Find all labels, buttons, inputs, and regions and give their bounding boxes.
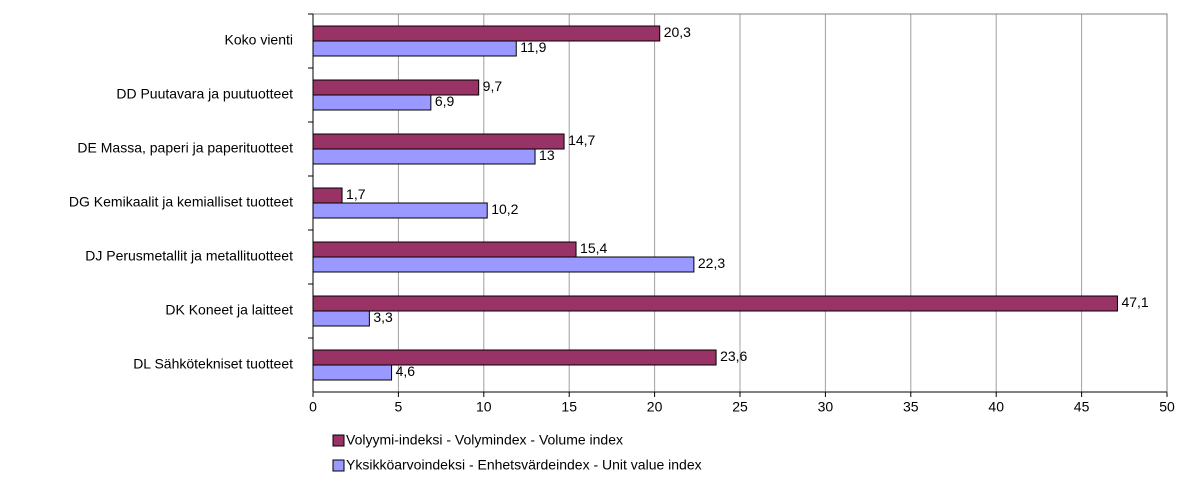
y-tick-label: DD Puutavara ja puutuotteet [116, 86, 293, 102]
data-label: 11,9 [520, 39, 546, 55]
data-label: 13 [539, 147, 555, 163]
bar [312, 241, 577, 258]
x-tick-label: 40 [988, 399, 1004, 415]
data-label: 1,7 [346, 186, 366, 202]
y-tick-label: DK Koneet ja laitteet [165, 302, 293, 318]
bar [312, 256, 695, 273]
data-label: 23,6 [720, 348, 747, 364]
x-tick-label: 0 [309, 399, 317, 415]
x-tick-label: 20 [647, 399, 663, 415]
bar [312, 25, 661, 42]
bar [312, 310, 370, 327]
x-tick-label: 30 [818, 399, 834, 415]
data-label: 14,7 [568, 132, 595, 148]
data-label: 47,1 [1121, 294, 1148, 310]
data-label: 15,4 [580, 240, 607, 256]
x-tick-label: 5 [395, 399, 403, 415]
data-label: 10,2 [491, 201, 518, 217]
legend-swatch [332, 459, 345, 472]
x-tick-label: 15 [561, 399, 577, 415]
y-tick-label: Koko vienti [225, 32, 293, 48]
x-tick-label: 10 [476, 399, 492, 415]
x-tick-label: 50 [1159, 399, 1175, 415]
legend-label: Yksikköarvoindeksi - Enhetsvärdeindex - … [346, 457, 702, 473]
legend-label: Volyymi-indeksi - Volymindex - Volume in… [346, 432, 623, 448]
x-tick-label: 25 [732, 399, 748, 415]
bar [312, 187, 343, 204]
data-label: 3,3 [373, 309, 393, 325]
data-label: 22,3 [698, 255, 725, 271]
y-tick-label: DL Sähkötekniset tuotteet [133, 356, 293, 372]
bar [312, 202, 488, 219]
data-label: 20,3 [664, 24, 691, 40]
x-tick-label: 35 [903, 399, 919, 415]
y-tick-label: DG Kemikaalit ja kemialliset tuotteet [69, 194, 293, 210]
bar [312, 364, 393, 381]
data-label: 6,9 [435, 93, 455, 109]
bar [312, 349, 717, 366]
bar [312, 133, 565, 150]
legend-swatch [332, 434, 345, 447]
data-label: 9,7 [483, 78, 503, 94]
y-tick-label: DE Massa, paperi ja paperituotteet [77, 140, 293, 156]
x-tick-label: 45 [1074, 399, 1090, 415]
data-label: 4,6 [396, 363, 416, 379]
y-tick-label: DJ Perusmetallit ja metallituotteet [85, 248, 293, 264]
bar [312, 40, 517, 57]
bar [312, 148, 536, 165]
bar [312, 295, 1118, 312]
bar [312, 94, 432, 111]
